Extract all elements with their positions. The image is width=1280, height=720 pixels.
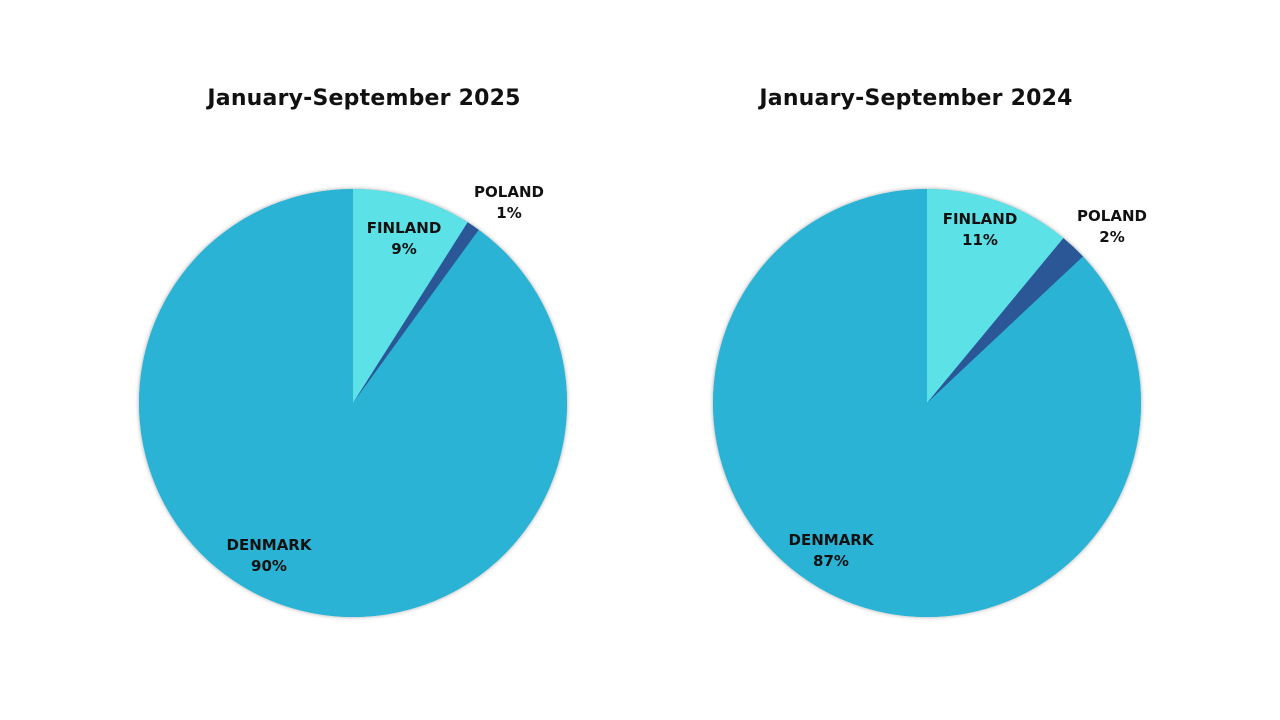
slice-label-finland: FINLAND: [943, 210, 1018, 228]
pie-chart-2025: FINLAND 9% POLAND 1% DENMARK 90%: [139, 183, 568, 617]
slice-label-finland: FINLAND: [367, 219, 442, 237]
slice-label-denmark: DENMARK: [227, 536, 313, 554]
pie-slice-poland: [353, 222, 479, 403]
pie-slice-denmark: [139, 189, 568, 617]
slice-label-poland: POLAND: [1077, 207, 1147, 225]
slice-value-finland: 11%: [962, 231, 998, 249]
slice-value-poland: 1%: [496, 204, 521, 222]
slice-value-poland: 2%: [1099, 228, 1124, 246]
chart-title-2025: January-September 2025: [207, 86, 521, 111]
slice-value-denmark: 90%: [251, 557, 287, 575]
pie-slice-finland: [927, 189, 1064, 403]
slice-value-denmark: 87%: [813, 552, 849, 570]
chart-title-2024: January-September 2024: [759, 86, 1073, 111]
slice-value-finland: 9%: [391, 240, 416, 258]
pie-slice-denmark: [712, 188, 1141, 617]
pie-slice-finland: [353, 189, 468, 403]
pie-slice-poland: [927, 238, 1083, 403]
pie-chart-2024: FINLAND 11% POLAND 2% DENMARK 87%: [712, 188, 1147, 617]
slice-label-poland: POLAND: [474, 183, 544, 201]
slice-label-denmark: DENMARK: [789, 531, 875, 549]
